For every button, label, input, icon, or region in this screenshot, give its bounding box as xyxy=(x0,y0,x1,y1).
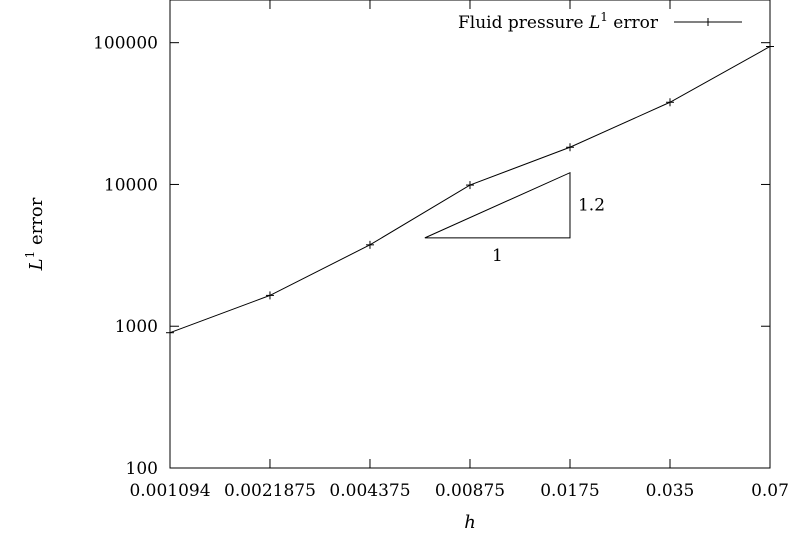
data-point-0-2 xyxy=(365,240,374,249)
data-point-0-5 xyxy=(665,98,674,107)
x-axis-label: h xyxy=(464,512,476,533)
data-point-0-0 xyxy=(166,328,174,337)
x-tick-label-2: 0.004375 xyxy=(329,481,410,501)
x-tick-label-6: 0.07 xyxy=(751,481,789,501)
y-axis-label: L1 error xyxy=(23,197,47,271)
y-tick-label-2: 10000 xyxy=(104,175,158,195)
data-point-0-4 xyxy=(565,143,574,152)
x-tick-label-5: 0.035 xyxy=(646,481,695,501)
series-line-0 xyxy=(169,46,771,334)
legend-label-base: L xyxy=(588,13,600,33)
y-tick-label-3: 100000 xyxy=(93,34,158,54)
slope-triangle-shape-0 xyxy=(424,171,571,239)
x-tick-label-1: 0.0021875 xyxy=(224,481,316,501)
data-point-0-1 xyxy=(265,291,274,300)
slope-rise-label: 1.2 xyxy=(578,195,605,215)
legend-label: Fluid pressure L1 error xyxy=(458,10,659,33)
legend-label-sup: 1 xyxy=(600,10,608,24)
x-tick-label-4: 0.0175 xyxy=(540,481,599,501)
y-axis-ticks: 100 1000 10000 100000 xyxy=(93,34,770,479)
legend: Fluid pressure L1 error xyxy=(458,10,742,33)
x-tick-label-0: 0.001094 xyxy=(129,481,210,501)
data-point-0-6 xyxy=(766,42,774,51)
data-point-0-3 xyxy=(465,181,474,190)
legend-sample-marker xyxy=(704,18,712,26)
y-tick-label-1: 1000 xyxy=(115,317,158,337)
plot-frame xyxy=(169,0,771,469)
legend-label-pre: Fluid pressure xyxy=(458,13,589,33)
slope-triangle: 11.2 xyxy=(424,171,605,266)
x-tick-label-3: 0.00875 xyxy=(435,481,505,501)
x-axis-ticks: 0.001094 0.0021875 0.004375 0.00875 0.0175 0.… xyxy=(129,0,789,501)
y-axis-label-base: L xyxy=(26,258,47,271)
y-axis-label-rest: error xyxy=(26,197,47,250)
slope-run-label: 1 xyxy=(492,246,503,266)
y-tick-label-0: 100 xyxy=(126,459,158,479)
y-axis-label-sup: 1 xyxy=(23,251,37,259)
legend-label-post: error xyxy=(608,13,659,33)
series-layer xyxy=(166,42,774,337)
